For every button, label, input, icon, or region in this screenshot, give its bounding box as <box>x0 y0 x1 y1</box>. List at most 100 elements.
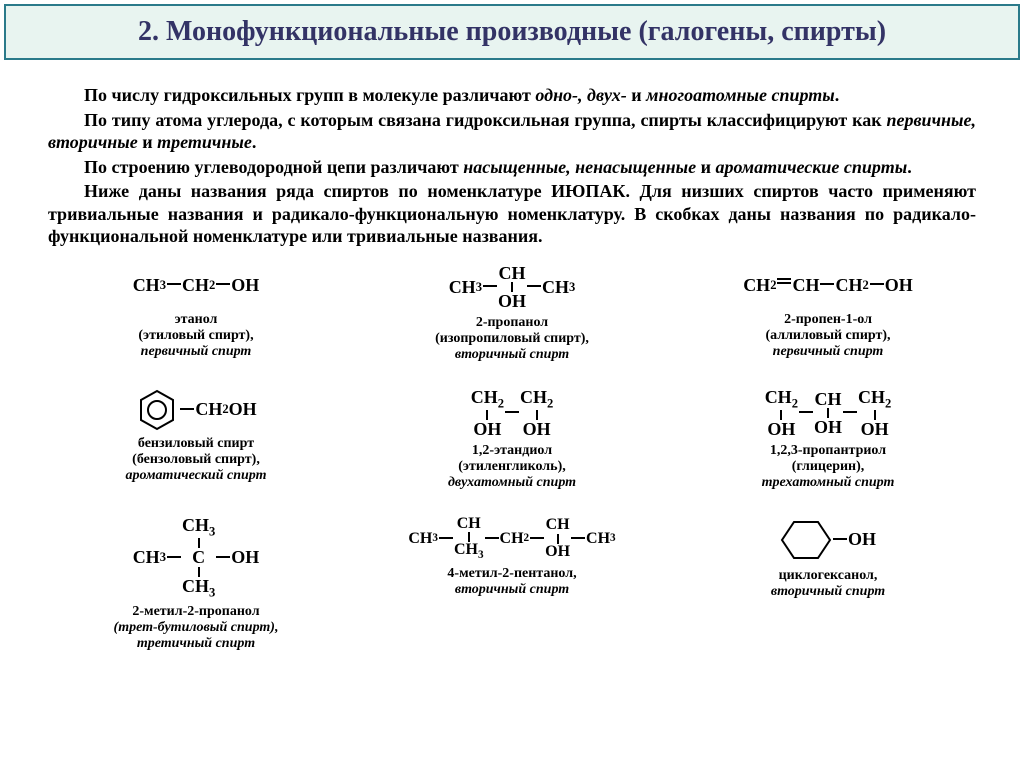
n: 2-пропен-1-ол <box>765 312 890 328</box>
f: CH <box>182 276 209 295</box>
t: (трет-бутиловый спирт), <box>114 620 279 635</box>
f: OH <box>814 418 842 437</box>
f: CH <box>457 516 481 533</box>
formula-glycol: CH2OH CH2OH <box>471 388 554 440</box>
f: 3 <box>610 533 616 545</box>
f: 2 <box>547 396 553 410</box>
f: CH <box>133 548 160 567</box>
f: 2 <box>862 279 868 292</box>
c: двухатомный спирт <box>448 475 576 491</box>
label-tbutanol: 2-метил-2-пропанол (трет-бутиловый спирт… <box>114 604 279 652</box>
f: CH <box>498 264 525 283</box>
c: вторичный спирт <box>771 584 885 600</box>
label-2propanol: 2-пропанол (изопропиловый спирт), вторич… <box>435 315 589 363</box>
formula-cyclohexanol: OH <box>780 516 876 564</box>
benzene-icon <box>135 388 179 432</box>
para-4: Ниже даны названия ряда спиртов по номен… <box>48 180 976 248</box>
chem-glycol: CH2OH CH2OH 1,2-этандиол (этиленгликоль)… <box>364 388 660 492</box>
f: CH <box>858 387 885 407</box>
f: 3 <box>209 586 215 600</box>
p1d: многоатомные спирты <box>646 85 835 105</box>
para-1: По числу гидроксильных групп в молекуле … <box>48 84 976 107</box>
label-glycerol: 1,2,3-пропантриол (глицерин), трехатомны… <box>762 443 895 491</box>
chem-allyl: CH2CHCH2OH 2-пропен-1-ол (аллиловый спир… <box>680 264 976 364</box>
f: 3 <box>478 550 484 562</box>
f: OH <box>885 276 913 295</box>
chem-glycerol: CH2OH CHOH CH2OH 1,2,3-пропантриол (глиц… <box>680 388 976 492</box>
f: CH <box>454 541 478 558</box>
f: CH <box>546 517 570 534</box>
chem-ethanol: CH3CH2OH этанол (этиловый спирт), первич… <box>48 264 344 364</box>
f: 3 <box>432 533 438 545</box>
n: 2-пропанол <box>435 315 589 331</box>
f: OH <box>231 276 259 295</box>
p1b: одно-, двух- <box>535 85 631 105</box>
f: CH <box>195 400 222 419</box>
c: первичный спирт <box>765 344 890 360</box>
chem-4m2pentanol: CH3 CHCH3 CH2 CHOH CH3 4-метил-2-пентано… <box>364 516 660 653</box>
cyclohexane-icon <box>780 516 832 564</box>
t: (этиленгликоль), <box>448 459 576 475</box>
p1c: и <box>631 85 646 105</box>
label-4m2pentanol: 4-метил-2-пентанол, вторичный спирт <box>447 566 576 598</box>
label-ethanol: этанол (этиловый спирт), первичный спирт <box>138 312 253 360</box>
t: (этиловый спирт), <box>138 328 253 344</box>
f: 2 <box>524 533 530 545</box>
t: (изопропиловый спирт), <box>435 331 589 347</box>
f: 3 <box>476 281 482 294</box>
f: CH <box>408 531 432 548</box>
f: CH <box>520 387 547 407</box>
f: CH <box>792 276 819 295</box>
c: третичный спирт <box>114 636 279 652</box>
label-allyl: 2-пропен-1-ол (аллиловый спирт), первичн… <box>765 312 890 360</box>
p1e: . <box>835 85 840 105</box>
chem-tbutanol: CH3 CH3 C CH3 OH 2-метил-2-пропанол (тре… <box>48 516 344 653</box>
n: 1,2-этандиол <box>448 443 576 459</box>
p2a: По типу атома углерода, с которым связан… <box>84 110 887 130</box>
f: OH <box>848 530 876 549</box>
p2c: и <box>138 132 157 152</box>
t: (аллиловый спирт), <box>765 328 890 344</box>
f: 3 <box>160 551 166 564</box>
f: CH <box>449 278 476 297</box>
p1a: По числу гидроксильных групп в молекуле … <box>84 85 535 105</box>
f: OH <box>767 420 795 439</box>
f: 2 <box>792 396 798 410</box>
f: 2 <box>885 396 891 410</box>
f: OH <box>498 292 526 311</box>
chem-grid: CH3CH2OH этанол (этиловый спирт), первич… <box>48 264 976 653</box>
n: 1,2,3-пропантриол <box>762 443 895 459</box>
label-cyclohexanol: циклогексанол, вторичный спирт <box>771 568 885 600</box>
c: вторичный спирт <box>447 582 576 598</box>
f: 3 <box>569 281 575 294</box>
f: OH <box>523 420 551 439</box>
formula-2propanol: CH3 CH OH CH3 <box>449 264 576 312</box>
f: CH <box>182 576 209 596</box>
f: CH <box>542 278 569 297</box>
para-2: По типу атома углерода, с которым связан… <box>48 109 976 154</box>
c: вторичный спирт <box>435 347 589 363</box>
n: этанол <box>138 312 253 328</box>
label-benzyl: бензиловый спирт (бензоловый спирт), аро… <box>126 436 267 484</box>
n: бензиловый спирт <box>126 436 267 452</box>
chem-cyclohexanol: OH циклогексанол, вторичный спирт <box>680 516 976 653</box>
f: 2 <box>770 279 776 292</box>
formula-ethanol: CH3CH2OH <box>133 264 260 308</box>
f: OH <box>229 400 257 419</box>
f: OH <box>231 548 259 567</box>
f: OH <box>861 420 889 439</box>
f: 2 <box>498 396 504 410</box>
t: (глицерин), <box>762 459 895 475</box>
title-text: 2. Монофункциональные производные (галог… <box>138 16 886 47</box>
f: C <box>192 548 205 567</box>
f: OH <box>473 420 501 439</box>
c: трехатомный спирт <box>762 475 895 491</box>
chem-benzyl: CH2OH бензиловый спирт (бензоловый спирт… <box>48 388 344 492</box>
f: CH <box>500 531 524 548</box>
c: первичный спирт <box>138 344 253 360</box>
p3c: и <box>696 157 715 177</box>
label-glycol: 1,2-этандиол (этиленгликоль), двухатомны… <box>448 443 576 491</box>
p3d: ароматические спирты <box>715 157 907 177</box>
content: По числу гидроксильных групп в молекуле … <box>0 64 1024 662</box>
n: 2-метил-2-пропанол <box>114 604 279 620</box>
